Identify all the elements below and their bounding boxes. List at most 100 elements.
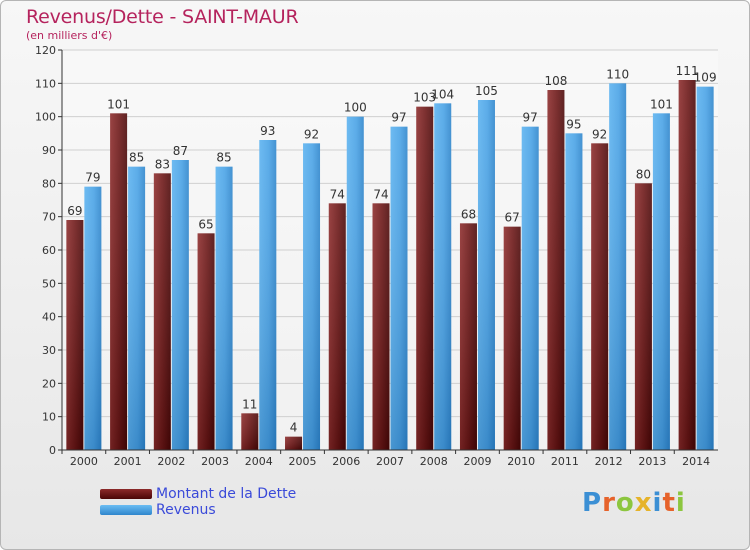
debt-bar-shade (66, 220, 84, 450)
y-tick-label: 30 (42, 344, 56, 357)
x-tick-label: 2014 (682, 455, 710, 468)
x-tick-label: 2010 (507, 455, 535, 468)
revenue-value-label: 92 (304, 127, 319, 141)
x-tick-label: 2004 (245, 455, 273, 468)
legend-label-debt: Montant de la Dette (156, 486, 297, 502)
debt-bar-shade (678, 80, 696, 450)
revenue-value-label: 104 (431, 87, 454, 101)
revenue-bar-shade (609, 83, 627, 450)
revenue-bar-shade (84, 186, 102, 450)
revenue-bar-shade (303, 143, 321, 451)
revenue-value-label: 95 (566, 117, 581, 131)
debt-bar-shade (416, 106, 434, 451)
revenue-bar-shade (652, 113, 670, 450)
revenue-value-label: 85 (216, 151, 231, 165)
chart-title: Revenus/Dette - SAINT-MAUR (26, 6, 299, 28)
debt-bar-shade (285, 436, 303, 450)
logo-letter: i (675, 488, 686, 518)
revenue-value-label: 105 (475, 84, 498, 98)
x-tick-label: 2002 (157, 455, 185, 468)
revenue-value-label: 85 (129, 151, 144, 165)
revenue-value-label: 97 (523, 111, 538, 125)
y-tick-label: 110 (35, 77, 56, 90)
x-tick-label: 2013 (638, 455, 666, 468)
x-tick-label: 2012 (595, 455, 623, 468)
debt-value-label: 4 (290, 421, 298, 435)
debt-bar-shade (241, 413, 259, 450)
x-tick-label: 2003 (201, 455, 229, 468)
revenue-value-label: 93 (260, 124, 275, 138)
x-tick-label: 2009 (463, 455, 491, 468)
debt-value-label: 74 (373, 187, 388, 201)
x-tick-label: 2006 (332, 455, 360, 468)
x-tick-label: 2000 (70, 455, 98, 468)
debt-bar-shade (547, 90, 565, 450)
revenue-bar-shade (259, 140, 277, 450)
logo-letter: r (602, 488, 616, 518)
revenue-bar-shade (477, 100, 495, 450)
chart-subtitle: (en milliers d'€) (26, 29, 113, 42)
x-tick-label: 2008 (420, 455, 448, 468)
x-tick-label: 2005 (289, 455, 317, 468)
y-tick-label: 60 (42, 244, 56, 257)
y-tick-label: 20 (42, 377, 56, 390)
y-tick-label: 90 (42, 144, 56, 157)
debt-bar-shade (591, 143, 609, 451)
logo-letter: t (662, 488, 676, 518)
debt-value-label: 68 (461, 207, 476, 221)
revenue-value-label: 79 (85, 171, 100, 185)
debt-value-label: 101 (107, 97, 130, 111)
revenue-value-label: 87 (173, 144, 188, 158)
debt-value-label: 67 (505, 211, 520, 225)
revenue-bar-shade (128, 166, 146, 450)
legend-label-revenue: Revenus (156, 502, 216, 518)
revenue-value-label: 97 (391, 111, 406, 125)
revenue-bar-shade (390, 126, 408, 451)
y-tick-label: 40 (42, 311, 56, 324)
y-tick-label: 120 (35, 44, 56, 57)
logo-letter: P (582, 488, 603, 518)
logo-letter: o (615, 488, 635, 518)
debt-value-label: 111 (676, 64, 699, 78)
debt-bar-shade (110, 113, 128, 450)
debt-bar-shade (459, 223, 477, 450)
legend-swatch-revenue (100, 505, 152, 515)
debt-value-label: 11 (242, 397, 257, 411)
debt-bar-shade (153, 173, 171, 451)
debt-value-label: 74 (330, 187, 345, 201)
debt-value-label: 69 (67, 204, 82, 218)
legend-swatch-debt (100, 489, 152, 499)
debt-value-label: 108 (544, 74, 567, 88)
debt-bar-shade (328, 203, 346, 450)
debt-bar-shade (372, 203, 390, 450)
debt-value-label: 80 (636, 167, 651, 181)
revenue-bar-shade (215, 166, 233, 450)
revenue-value-label: 101 (650, 97, 673, 111)
debt-value-label: 103 (413, 91, 436, 105)
x-tick-label: 2007 (376, 455, 404, 468)
debt-bar-shade (503, 226, 521, 450)
revenue-value-label: 100 (344, 101, 367, 115)
revenue-bar-shade (346, 116, 364, 451)
debt-bar-shade (197, 233, 215, 450)
revenue-bar-shade (696, 86, 714, 451)
revenue-bar-shade (565, 133, 583, 451)
revenue-bar-shade (521, 126, 539, 451)
y-tick-label: 100 (35, 111, 56, 124)
revenue-value-label: 109 (694, 71, 717, 85)
debt-value-label: 92 (592, 127, 607, 141)
y-tick-label: 50 (42, 277, 56, 290)
proxiti-logo: Proxiti (582, 488, 686, 518)
y-tick-label: 80 (42, 177, 56, 190)
y-tick-label: 10 (42, 411, 56, 424)
debt-value-label: 65 (198, 217, 213, 231)
y-tick-label: 70 (42, 211, 56, 224)
debt-bar-shade (634, 183, 652, 451)
revenue-bar-shade (434, 103, 452, 450)
debt-value-label: 83 (155, 157, 170, 171)
logo-letter: x (634, 488, 653, 518)
revenue-bar-shade (171, 160, 189, 450)
y-tick-label: 0 (49, 444, 56, 457)
logo-letter: i (652, 488, 663, 518)
